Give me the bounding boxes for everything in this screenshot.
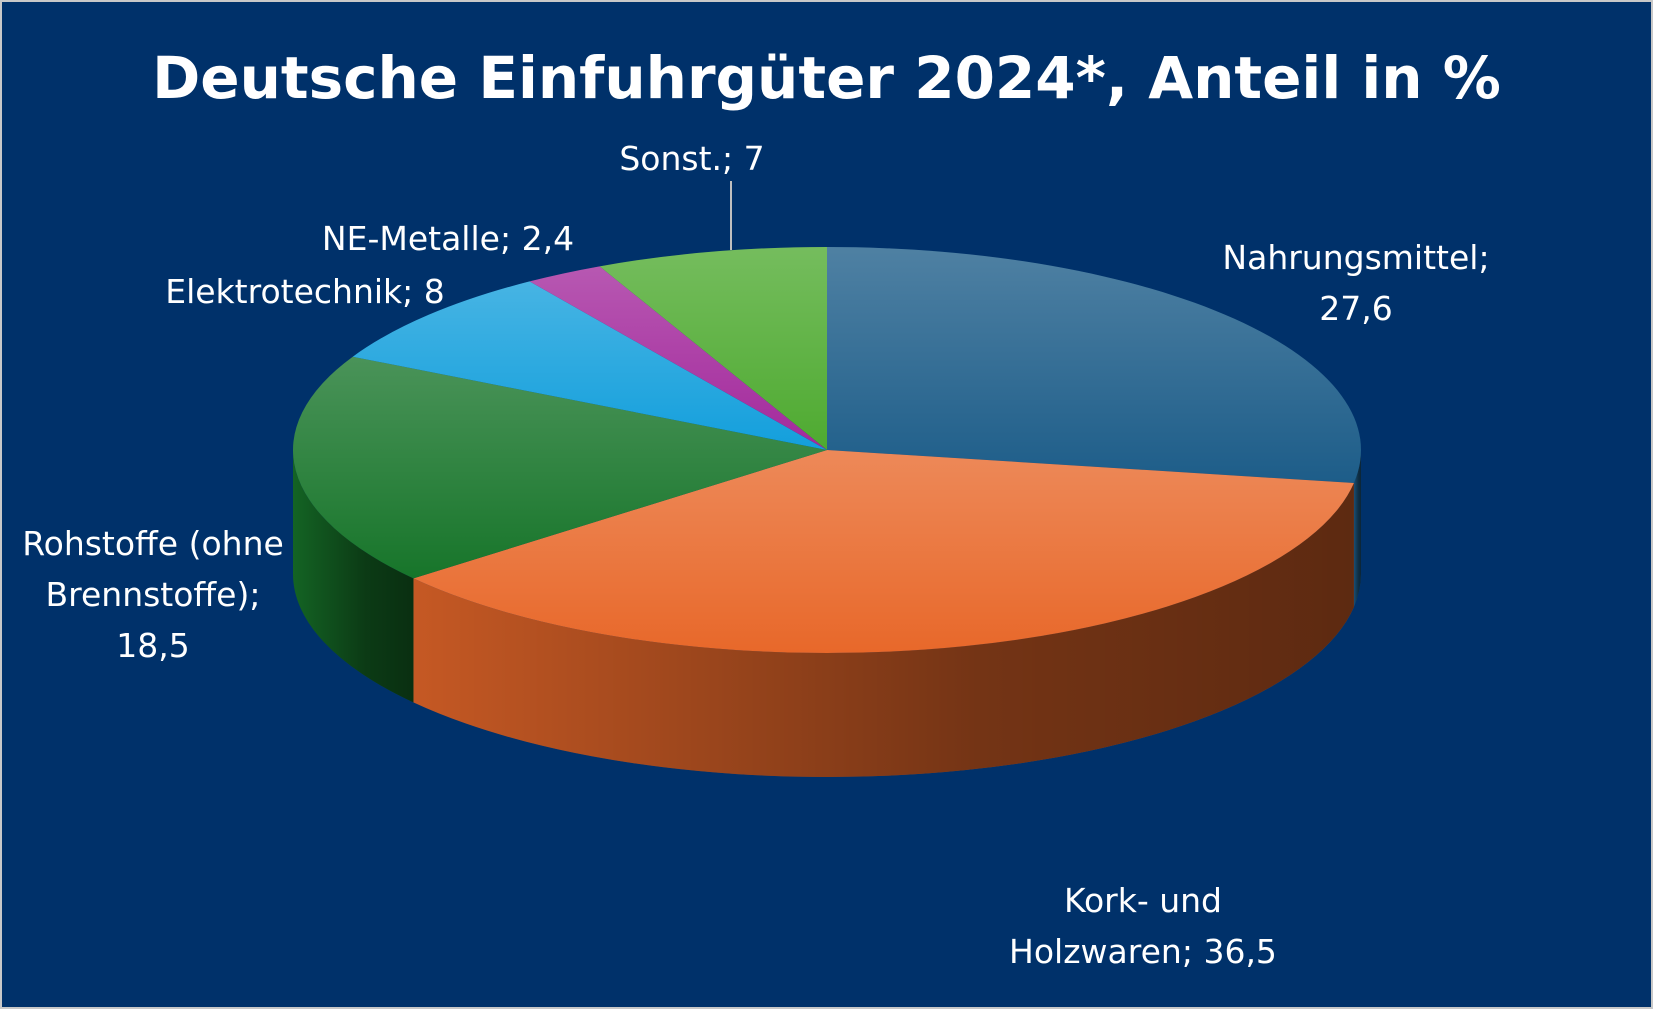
label-separator: ; <box>722 139 734 178</box>
value-label: 36,5 <box>1203 932 1277 971</box>
value-label: 27,6 <box>1319 289 1393 328</box>
data-label: Sonst.; 7 <box>542 133 842 184</box>
category-name: Rohstoffe (ohne Brennstoffe) <box>22 524 284 614</box>
value-label: 8 <box>423 272 445 311</box>
value-label: 2,4 <box>521 219 575 258</box>
category-name: Sonst. <box>619 139 723 178</box>
category-name: Nahrungsmittel <box>1222 238 1479 277</box>
label-separator: ; <box>249 575 261 614</box>
slice-shade <box>352 281 827 450</box>
chart-title: Deutsche Einfuhrgüter 2024*, Anteil in % <box>152 44 1501 112</box>
slice-shade <box>599 247 827 450</box>
label-separator: ; <box>1478 238 1490 277</box>
slice-shade <box>293 356 827 579</box>
side-shade <box>413 483 1354 777</box>
category-name: Kork- und Holzwaren <box>1009 881 1223 971</box>
category-name: Elektrotechnik <box>165 272 403 311</box>
value-label: 7 <box>743 139 765 178</box>
label-separator: ; <box>1181 932 1193 971</box>
slice-shade <box>827 247 1361 484</box>
side-shade <box>1353 450 1361 608</box>
data-label: Nahrungsmittel; 27,6 <box>1206 232 1506 334</box>
side-shade <box>293 450 414 703</box>
data-label: NE-Metalle; 2,4 <box>248 213 648 264</box>
slice-shade <box>413 450 1354 653</box>
data-label: Rohstoffe (ohne Brennstoffe); 18,5 <box>8 518 298 671</box>
category-name: NE-Metalle <box>321 219 500 258</box>
data-label: Elektrotechnik; 8 <box>105 266 505 317</box>
value-label: 18,5 <box>116 626 190 665</box>
slice-shade <box>529 266 827 450</box>
label-separator: ; <box>402 272 414 311</box>
data-label: Kork- und Holzwaren; 36,5 <box>998 875 1288 977</box>
label-separator: ; <box>499 219 512 258</box>
